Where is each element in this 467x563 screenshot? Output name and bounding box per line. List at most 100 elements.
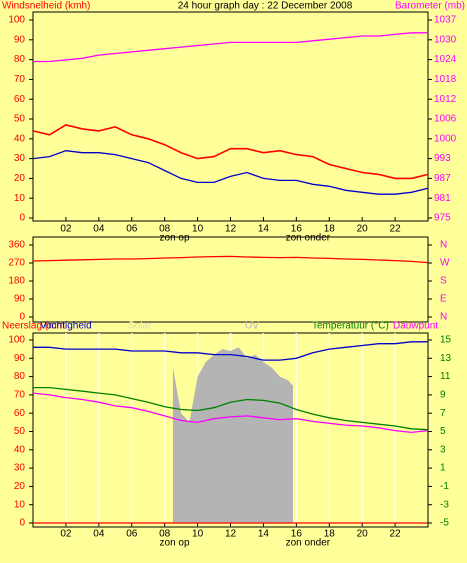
line xyxy=(33,32,428,63)
x-tick-label: 04 xyxy=(93,529,105,540)
y-tick-label: 60 xyxy=(14,408,26,419)
y2-tick-label: W xyxy=(440,258,450,269)
y2-label: Barometer (mb) xyxy=(395,1,465,12)
y-tick-label: 0 xyxy=(19,213,25,224)
x-tick-label: 14 xyxy=(258,224,270,235)
y2-tick-label: 981 xyxy=(434,193,451,204)
y-tick-label: 50 xyxy=(14,426,26,437)
y-tick-label: 30 xyxy=(14,463,26,474)
x-tick-label: 16 xyxy=(291,224,303,235)
y-tick-label: 10 xyxy=(14,499,26,510)
y-tick-label: 40 xyxy=(14,133,26,144)
x-tick-label: 02 xyxy=(60,529,72,540)
y2-tick-label: 7 xyxy=(440,408,446,419)
legend-entry: UV xyxy=(245,321,259,332)
y-tick-label: 70 xyxy=(14,390,26,401)
x-tick-label: 06 xyxy=(126,224,138,235)
sunrise-label: zon op xyxy=(160,538,190,549)
x-tick-label: 14 xyxy=(258,529,270,540)
y-tick-label: 70 xyxy=(14,74,26,85)
y2-tick-label: 9 xyxy=(440,390,446,401)
x-tick-label: 18 xyxy=(324,224,336,235)
y-tick-label: 270 xyxy=(8,258,25,269)
x-tick-label: 18 xyxy=(324,529,336,540)
plot-frame xyxy=(32,236,429,323)
x-tick-label: 06 xyxy=(126,529,138,540)
y-tick-label: 180 xyxy=(8,276,25,287)
x-tick-label: 22 xyxy=(390,224,402,235)
legend-entry: Temperatuur (°C) xyxy=(312,321,389,332)
y-tick-label: 0 xyxy=(19,518,25,529)
x-tick-label: 08 xyxy=(159,224,171,235)
x-tick-label: 20 xyxy=(357,529,369,540)
y2-tick-label: 1030 xyxy=(434,34,457,45)
x-tick-label: 12 xyxy=(225,529,237,540)
line xyxy=(33,341,428,361)
line xyxy=(32,392,429,434)
y2-tick-label: 1 xyxy=(440,463,446,474)
y2-tick-label: 975 xyxy=(434,213,451,224)
y-tick-label: 10 xyxy=(14,193,26,204)
y-tick-label: 30 xyxy=(14,153,26,164)
y2-tick-label: 5 xyxy=(440,426,446,437)
y-tick-label: 0 xyxy=(19,312,25,323)
y2-tick-label: -3 xyxy=(440,499,449,510)
sunset-label: zon onder xyxy=(286,538,331,549)
line xyxy=(32,124,429,180)
line xyxy=(32,150,429,195)
y-tick-label: 90 xyxy=(14,34,26,45)
y2-tick-label: 1012 xyxy=(434,94,457,105)
legend-entry: Dauwpunt xyxy=(393,321,438,332)
y2-tick-label: 987 xyxy=(434,173,451,184)
y-tick-label: 20 xyxy=(14,481,26,492)
y2-tick-label: -1 xyxy=(440,481,449,492)
y-tick-label: 100 xyxy=(8,335,25,346)
y-tick-label: 80 xyxy=(14,54,26,65)
y2-tick-label: 3 xyxy=(440,444,446,455)
y-tick-label: 50 xyxy=(14,114,26,125)
y-tick-label: 100 xyxy=(8,15,25,26)
y2-tick-label: N xyxy=(440,240,447,251)
y-tick-label: 90 xyxy=(14,294,26,305)
x-tick-label: 10 xyxy=(192,224,204,235)
legend-entry: Vochtigheid xyxy=(40,321,92,332)
y2-tick-label: S xyxy=(440,276,447,287)
sunset-label: zon onder xyxy=(286,233,331,244)
y2-tick-label: 993 xyxy=(434,153,451,164)
y2-tick-label: 13 xyxy=(440,353,452,364)
x-tick-label: 02 xyxy=(60,224,72,235)
sunrise-label: zon op xyxy=(160,233,190,244)
y2-tick-label: 1000 xyxy=(434,133,457,144)
y2-tick-label: 1037 xyxy=(434,15,457,26)
x-tick-label: 04 xyxy=(93,224,105,235)
x-tick-label: 20 xyxy=(357,224,369,235)
area xyxy=(172,347,293,523)
y2-tick-label: 1006 xyxy=(434,114,457,125)
y-tick-label: 60 xyxy=(14,94,26,105)
chart-title: 24 hour graph day : 22 December 2008 xyxy=(178,1,353,12)
y2-tick-label: 11 xyxy=(440,371,451,382)
y-tick-label: 40 xyxy=(14,444,26,455)
y2-tick-label: 15 xyxy=(440,335,452,346)
y2-tick-label: N xyxy=(440,312,447,323)
legend-entry: Solar xyxy=(128,321,152,332)
y-tick-label: 360 xyxy=(8,240,25,251)
line xyxy=(32,255,429,264)
x-tick-label: 12 xyxy=(225,224,237,235)
y-tick-label: 80 xyxy=(14,371,26,382)
y2-tick-label: -5 xyxy=(440,518,449,529)
y2-tick-label: E xyxy=(440,294,447,305)
x-tick-label: 10 xyxy=(192,529,204,540)
y2-tick-label: 1024 xyxy=(434,54,457,65)
legend-entry: Neerslag (mm xyxy=(2,321,65,332)
y2-tick-label: 1018 xyxy=(434,74,457,85)
x-tick-label: 16 xyxy=(291,529,303,540)
y-tick-label: 20 xyxy=(14,173,26,184)
x-tick-label: 08 xyxy=(159,529,171,540)
line xyxy=(33,386,429,431)
y-label: Windsnelheid (kmh) xyxy=(2,1,90,12)
x-tick-label: 22 xyxy=(390,529,402,540)
y-tick-label: 90 xyxy=(14,353,26,364)
